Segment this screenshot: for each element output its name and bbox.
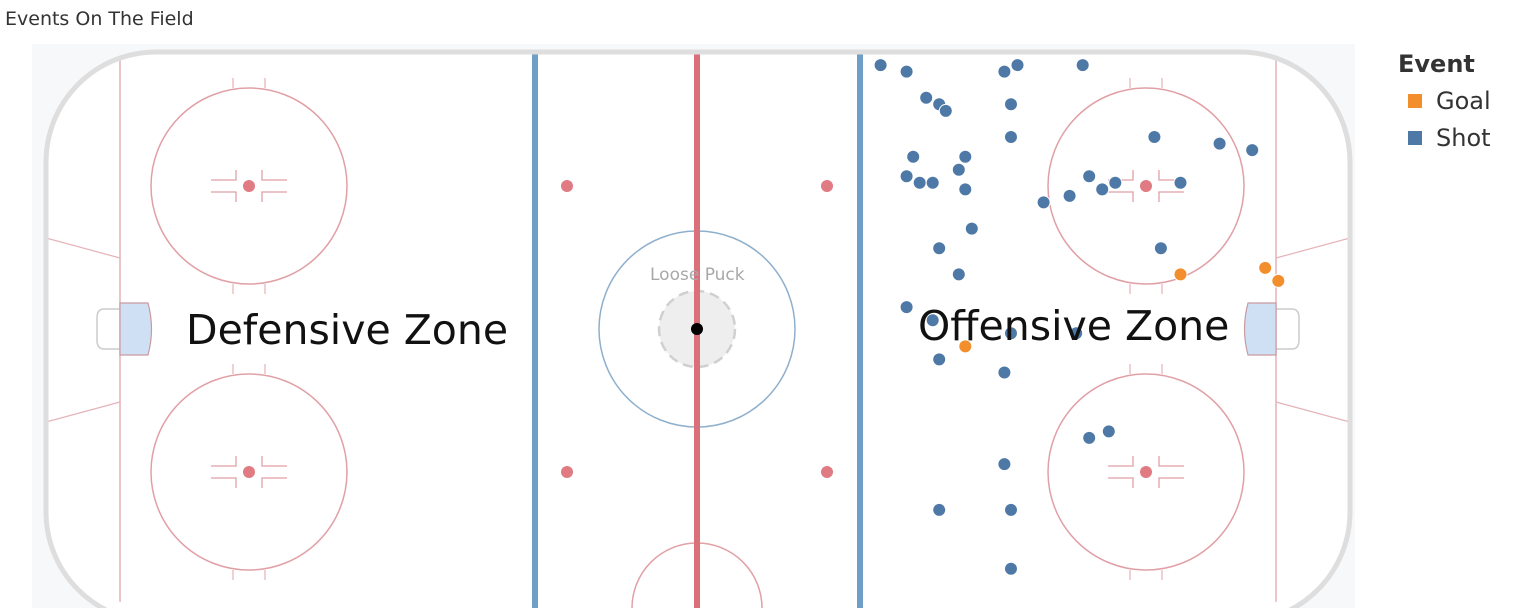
shot-point[interactable] [1245, 143, 1260, 158]
shot-point[interactable] [912, 175, 927, 190]
blue-line-left [532, 52, 538, 608]
trapezoid-line [46, 401, 121, 423]
shot-point[interactable] [997, 365, 1012, 380]
shot-point[interactable] [1004, 561, 1018, 576]
event-points [873, 58, 1286, 576]
shot-point[interactable] [1062, 188, 1077, 203]
legend-item-goal[interactable]: Goal [1398, 82, 1491, 119]
legend-title: Event [1398, 50, 1475, 78]
shot-point[interactable] [951, 267, 966, 282]
crease-right [1243, 302, 1277, 356]
shot-point[interactable] [997, 457, 1012, 472]
shot-point[interactable] [938, 103, 953, 118]
net-left [96, 308, 120, 350]
center-puck [691, 323, 703, 335]
shot-point[interactable] [958, 182, 973, 197]
goal-point[interactable] [1173, 267, 1188, 282]
rink-boards [43, 49, 1353, 608]
shot-point[interactable] [899, 64, 914, 79]
goal-swatch-icon [1408, 93, 1422, 108]
shot-point[interactable] [997, 64, 1012, 79]
shot-point[interactable] [1004, 502, 1018, 517]
shot-point[interactable] [932, 352, 947, 367]
shot-point[interactable] [919, 90, 934, 105]
shot-point[interactable] [958, 149, 973, 164]
legend-label-shot: Shot [1436, 123, 1491, 152]
faceoff-circle-right-top [1047, 78, 1245, 294]
goal-point[interactable] [958, 339, 973, 354]
shot-point[interactable] [964, 221, 979, 236]
shot-point[interactable] [1004, 130, 1018, 144]
net-right [1276, 308, 1300, 350]
faceoff-circle-left-top [150, 78, 348, 294]
shot-point[interactable] [1108, 175, 1123, 190]
shot-point[interactable] [1010, 58, 1025, 73]
shot-point[interactable] [1004, 97, 1018, 112]
shot-point[interactable] [1075, 58, 1090, 73]
shot-point[interactable] [1069, 326, 1084, 341]
legend: Event Goal Shot [1398, 50, 1491, 156]
blue-line-right [857, 52, 863, 608]
shot-point[interactable] [932, 502, 947, 517]
neutral-faceoff-dot [821, 466, 833, 478]
shot-point[interactable] [925, 175, 940, 190]
shot-point[interactable] [1147, 130, 1162, 144]
shot-point[interactable] [1004, 326, 1018, 341]
shot-point[interactable] [1173, 175, 1188, 190]
shot-point[interactable] [1095, 182, 1110, 197]
shot-point[interactable] [873, 58, 888, 73]
trapezoid-line [46, 237, 121, 259]
shot-point[interactable] [899, 169, 914, 184]
shot-point[interactable] [1212, 136, 1227, 151]
neutral-faceoff-dot [561, 180, 573, 192]
trapezoid-line [1275, 401, 1350, 423]
shot-point[interactable] [1082, 430, 1097, 445]
shot-point[interactable] [1101, 424, 1116, 439]
loose-puck-label: Loose Puck [650, 265, 745, 285]
shot-swatch-icon [1408, 130, 1422, 145]
legend-label-goal: Goal [1436, 86, 1491, 115]
shot-point[interactable] [899, 300, 914, 315]
goal-point[interactable] [1258, 260, 1273, 275]
crease-left [119, 302, 153, 356]
rink-area: Loose Puck Defensive Zone Offensive Zone [32, 44, 1355, 608]
shot-point[interactable] [932, 241, 947, 256]
defensive-zone-label: Defensive Zone [186, 306, 508, 354]
shot-point[interactable] [1082, 169, 1097, 184]
trapezoid-line [1275, 237, 1350, 259]
neutral-faceoff-dot [561, 466, 573, 478]
legend-item-shot[interactable]: Shot [1398, 119, 1491, 156]
shot-point[interactable] [951, 162, 966, 177]
offensive-zone-label: Offensive Zone [918, 302, 1229, 350]
faceoff-circle-right-bottom [1047, 364, 1245, 580]
chart-title: Events On The Field [5, 8, 194, 30]
shot-point[interactable] [925, 313, 940, 328]
shot-point[interactable] [1036, 195, 1051, 210]
goal-point[interactable] [1271, 273, 1286, 288]
shot-point[interactable] [906, 149, 921, 164]
rink-markings [46, 52, 1350, 608]
shot-point[interactable] [1153, 241, 1168, 256]
neutral-faceoff-dot [821, 180, 833, 192]
faceoff-circle-left-bottom [150, 364, 348, 580]
rink-chart: Loose Puck Defensive Zone Offensive Zone [43, 49, 1353, 608]
